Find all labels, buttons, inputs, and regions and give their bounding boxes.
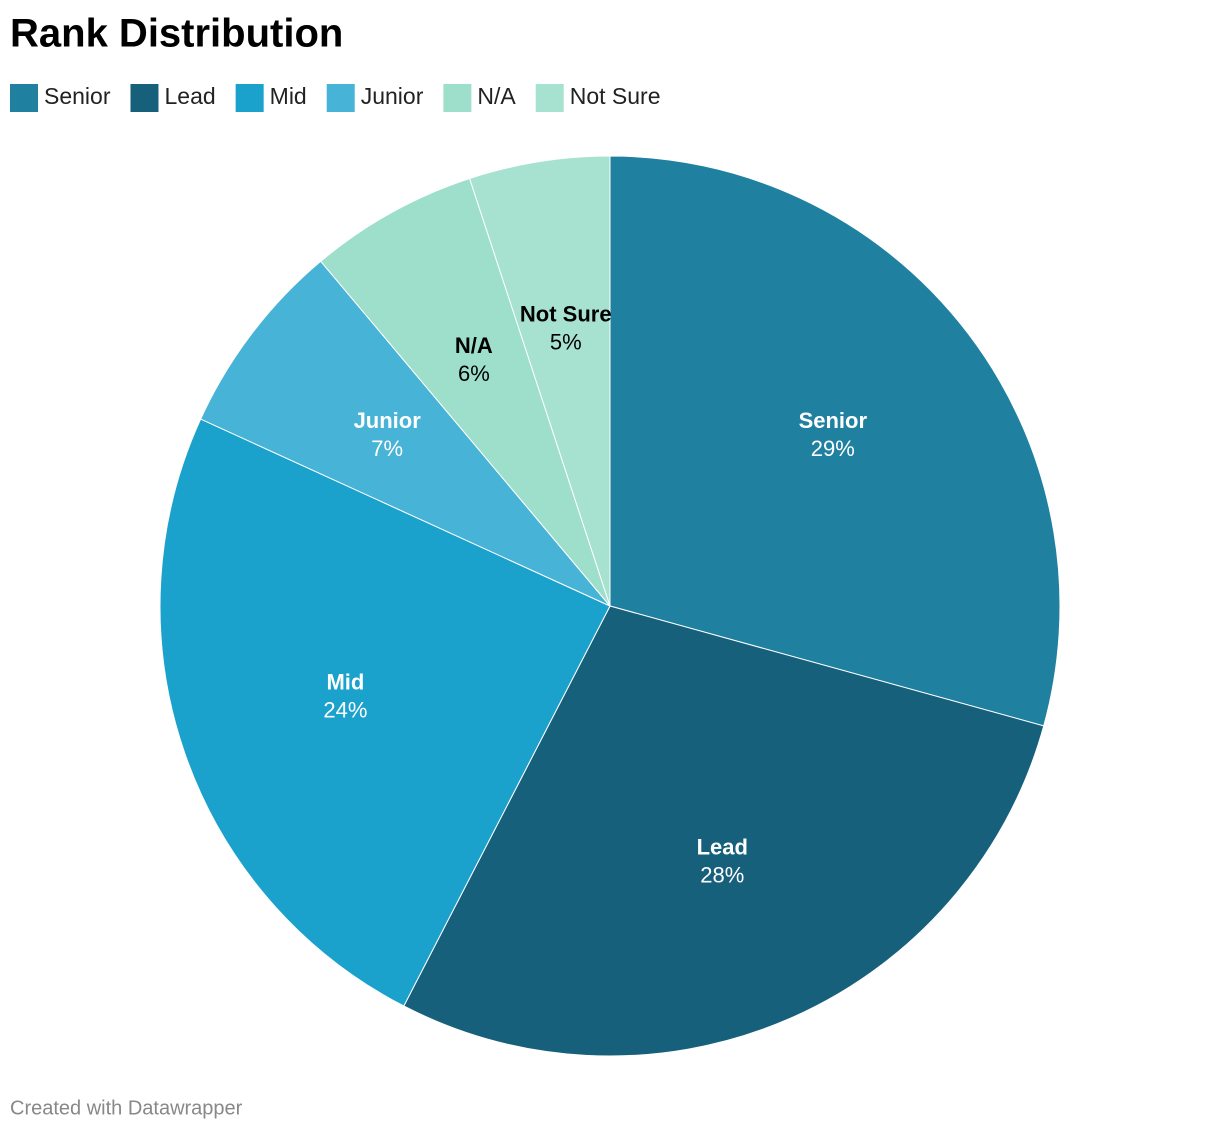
pie-slice <box>159 418 611 1007</box>
legend-swatch <box>130 84 159 112</box>
credit: Created with Datawrapper <box>10 1097 243 1119</box>
pie-slice <box>200 260 611 607</box>
slice-value: 7% <box>371 436 403 461</box>
legend-swatch <box>535 84 564 112</box>
legend-swatch <box>10 84 38 112</box>
chart-title: Rank Distribution <box>10 12 343 56</box>
slice-value: 29% <box>811 436 855 461</box>
slice-label: Lead <box>697 834 748 859</box>
slice-label: N/A <box>455 333 493 358</box>
legend-label: Lead <box>164 83 215 109</box>
slice-label: Junior <box>354 408 422 433</box>
slice-label: Senior <box>799 408 868 433</box>
pie-slice <box>403 605 1045 1057</box>
legend-swatch <box>235 84 264 112</box>
pie-slice <box>320 177 611 607</box>
pie-slice <box>609 155 1061 727</box>
slice-label: Not Sure <box>520 301 612 326</box>
legend-label: Senior <box>44 83 111 109</box>
legend-label: Not Sure <box>570 83 661 109</box>
legend-swatch <box>326 84 355 112</box>
legend-label: N/A <box>477 83 516 109</box>
legend-label: Mid <box>270 83 307 109</box>
slice-value: 6% <box>458 361 490 386</box>
slice-value: 28% <box>700 862 744 887</box>
legend-label: Junior <box>361 83 424 109</box>
legend-swatch <box>443 84 472 112</box>
pie-slice <box>468 155 611 607</box>
slice-label: Mid <box>326 669 364 694</box>
slice-value: 5% <box>550 329 582 354</box>
slice-value: 24% <box>323 697 367 722</box>
